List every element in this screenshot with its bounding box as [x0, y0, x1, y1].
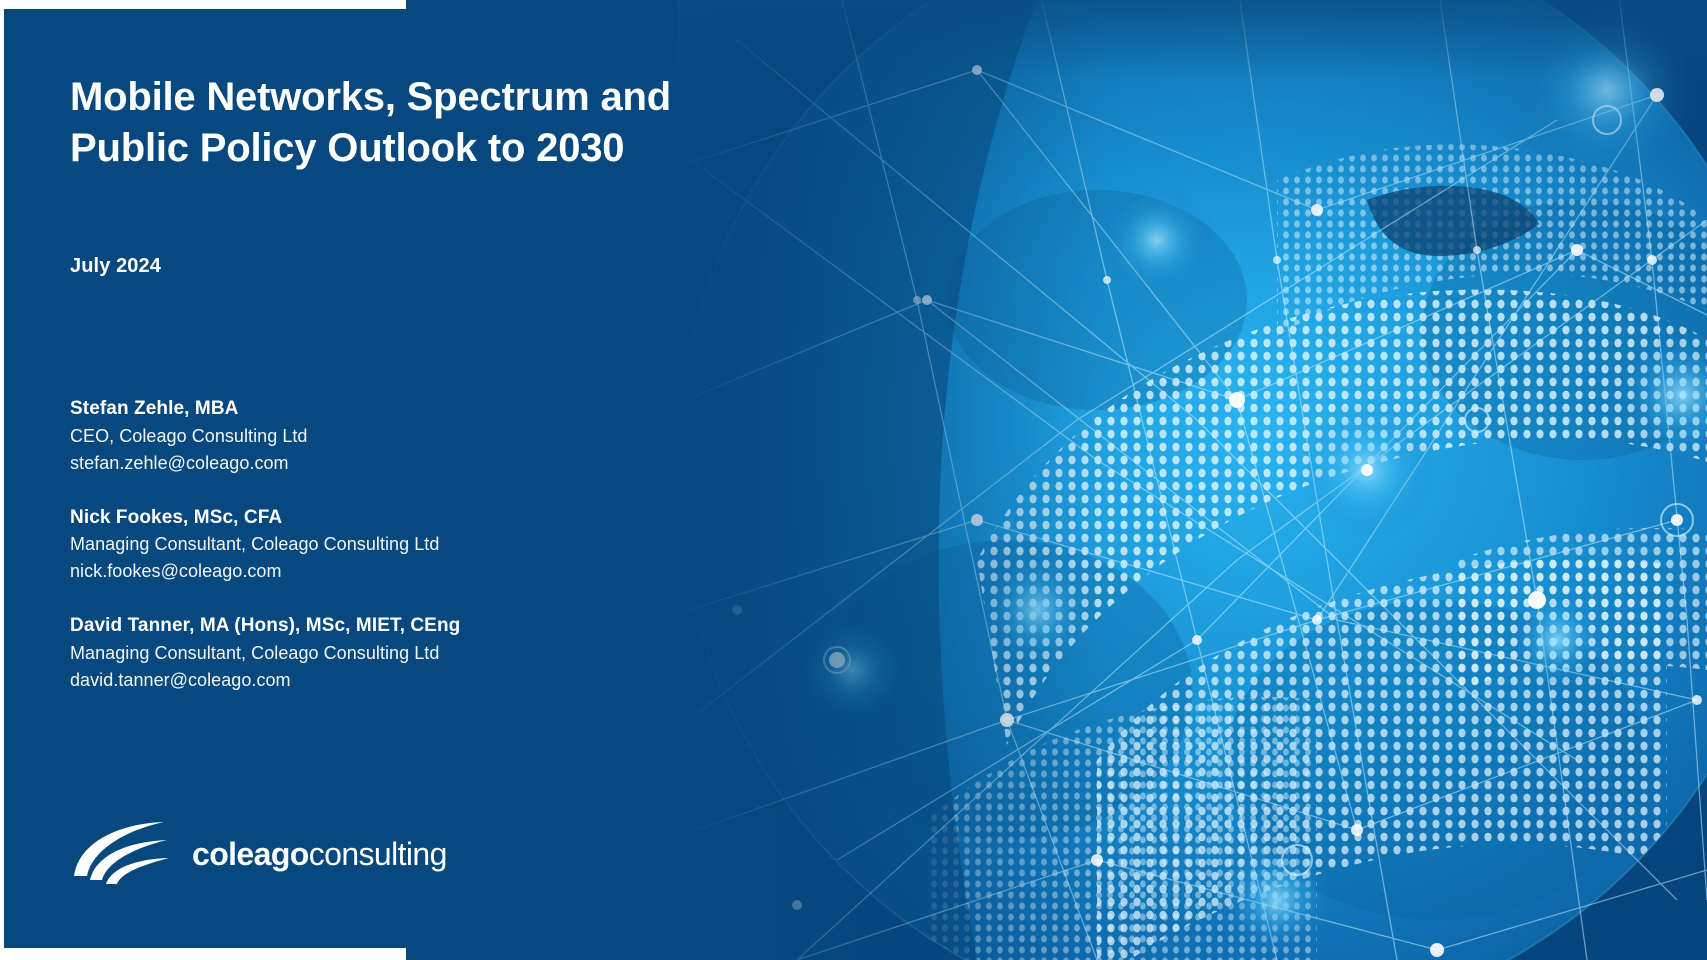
author-entry: David Tanner, MA (Hons), MSc, MIET, CEng… [70, 612, 690, 694]
page-edge-left [0, 0, 4, 960]
author-email[interactable]: david.tanner@coleago.com [70, 669, 291, 690]
author-role: CEO, Coleago Consulting Ltd [70, 425, 308, 446]
author-role: Managing Consultant, Coleago Consulting … [70, 534, 440, 555]
slide-date: July 2024 [70, 255, 161, 277]
page-edge-bottom [0, 948, 406, 960]
logo-word-bold: coleago [192, 836, 309, 872]
author-role: Managing Consultant, Coleago Consulting … [70, 642, 440, 663]
author-list: Stefan Zehle, MBA CEO, Coleago Consultin… [70, 395, 690, 694]
author-name: Nick Fookes, MSc, CFA [70, 506, 283, 528]
globe-network-graphic [677, 0, 1707, 960]
author-entry: Stefan Zehle, MBA CEO, Coleago Consultin… [70, 395, 690, 477]
coleago-swoosh-icon [68, 818, 176, 890]
coleago-logo: coleagoconsulting [68, 818, 447, 890]
page-title: Mobile Networks, Spectrum and Public Pol… [70, 75, 671, 171]
logo-word-regular: consulting [308, 836, 448, 872]
page-edge-top [0, 0, 406, 9]
slide-content: Mobile Networks, Spectrum and Public Pol… [0, 0, 720, 960]
author-name: David Tanner, MA (Hons), MSc, MIET, CEng [70, 615, 461, 637]
author-email[interactable]: stefan.zehle@coleago.com [70, 452, 289, 473]
author-email[interactable]: nick.fookes@coleago.com [70, 561, 282, 582]
coleago-wordmark: coleagoconsulting [192, 838, 447, 870]
author-entry: Nick Fookes, MSc, CFA Managing Consultan… [70, 504, 690, 586]
author-name: Stefan Zehle, MBA [70, 398, 239, 419]
